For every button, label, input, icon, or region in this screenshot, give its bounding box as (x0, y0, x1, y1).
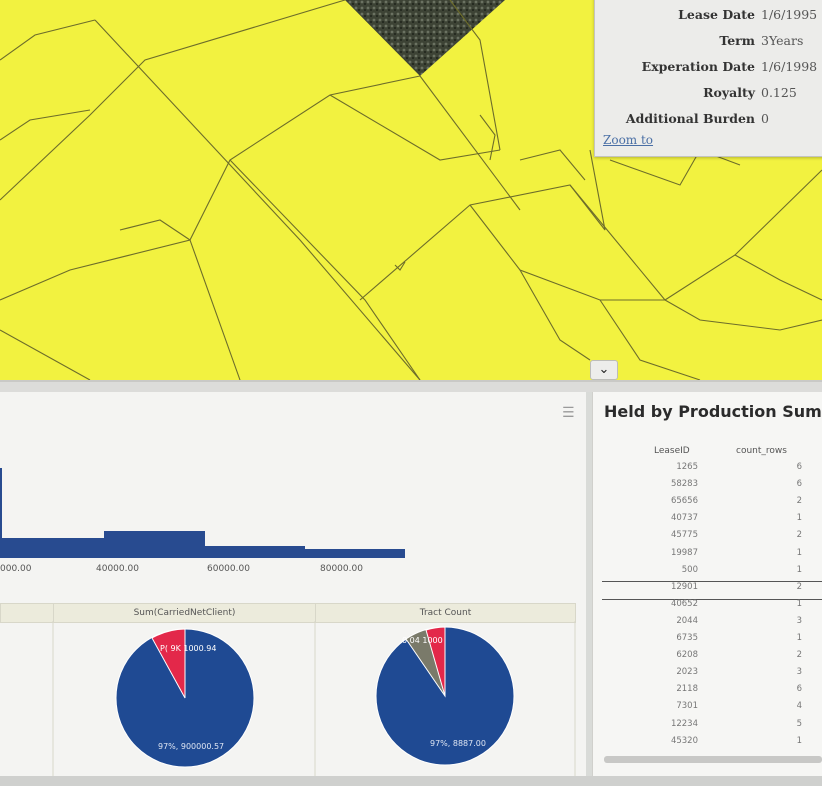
pie-charts: P( 9K 1000.94 97%, 900000.57 0.04 1000 9… (52, 621, 576, 776)
histogram-bar (104, 531, 205, 558)
x-tick-label: 80000.00 (320, 564, 363, 574)
pie-main-label: 97%, 8887.00 (430, 739, 486, 748)
status-strip (0, 776, 822, 786)
field-value: 0.125 (761, 84, 797, 100)
column-header-leaseid[interactable]: LeaseID (654, 446, 690, 456)
leaseid-cell[interactable]: 2118 (676, 684, 698, 695)
satellite-imagery-tile (345, 0, 505, 76)
count-rows-cell[interactable]: 1 (796, 598, 802, 609)
count-rows-cell[interactable]: 1 (796, 633, 802, 643)
leaseid-cell[interactable]: 6735 (676, 633, 698, 643)
count-rows-cell[interactable]: 1 (796, 513, 802, 524)
pie-slice-label: 0.04 1000 (402, 636, 443, 645)
selected-row-highlight (602, 581, 822, 600)
count-rows-cell[interactable]: 1 (796, 564, 802, 575)
count-rows-cell[interactable]: 3 (796, 667, 802, 678)
count-rows-cell[interactable]: 1 (796, 735, 802, 746)
field-label: Additional Burden (625, 110, 755, 126)
leaseid-cell[interactable]: 500 (681, 564, 698, 575)
count-rows-cell[interactable]: 2 (796, 530, 802, 541)
leaseid-cell[interactable]: 12234 (670, 718, 698, 729)
lease-info-popup: Lease Date 1/6/1995 Term 3Years Experation… (594, 0, 822, 157)
held-by-production-panel (592, 392, 822, 786)
leaseid-cell[interactable]: 45320 (670, 735, 698, 746)
pie-slice-label: P( 9K 1000.94 (160, 644, 216, 653)
field-label: Experation Date (641, 58, 755, 74)
zoom-to-link[interactable]: Zoom to (603, 133, 654, 147)
x-tick-label: 60000.00 (207, 564, 250, 574)
count-rows-cell[interactable]: 2 (796, 496, 802, 507)
pie-tract-count: 0.04 1000 97%, 8887.00 (375, 626, 515, 766)
leaseid-cell[interactable]: 7301 (676, 701, 698, 712)
histogram-bar (0, 468, 2, 558)
panel-splitter[interactable] (0, 380, 822, 392)
pie-header-blank (0, 603, 54, 623)
leaseid-cell[interactable]: 6208 (676, 650, 698, 661)
count-rows-cell[interactable]: 2 (796, 650, 802, 661)
field-label: Royalty (703, 84, 755, 100)
leaseid-cell[interactable]: 45775 (670, 530, 698, 541)
list-icon[interactable]: ☰ (562, 405, 575, 421)
popup-row: Experation Date 1/6/1998 (595, 53, 817, 79)
leaseid-cell[interactable]: 2044 (676, 615, 698, 626)
count-rows-cell[interactable]: 6 (796, 462, 802, 472)
column-header-count-rows[interactable]: count_rows (736, 446, 787, 456)
count-rows-cell[interactable]: 5 (796, 718, 802, 729)
map-view[interactable]: Lease Date 1/6/1995 Term 3Years Experation… (0, 0, 822, 384)
leaseid-cell[interactable]: 19987 (670, 547, 698, 558)
chevron-down-icon: ⌄ (598, 362, 610, 377)
field-label: Lease Date (678, 6, 755, 22)
field-value: 1/6/1998 (761, 58, 818, 74)
x-tick-label: 000.00 (0, 564, 32, 574)
leaseid-cell[interactable]: 1265 (676, 462, 698, 472)
popup-row: Term 3Years (595, 27, 817, 53)
x-tick-label: 40000.00 (96, 564, 139, 574)
count-rows-cell[interactable]: 6 (796, 684, 802, 695)
field-value: 3Years (761, 32, 804, 48)
panel-title: Held by Production Summ (604, 402, 822, 421)
count-rows-cell[interactable]: 4 (796, 701, 802, 712)
field-label: Term (719, 32, 755, 48)
histogram-bar (305, 549, 405, 558)
count-rows-cell[interactable]: 3 (796, 615, 802, 626)
pie-main-label: 97%, 900000.57 (158, 742, 224, 751)
lease-attributes-table: Lease Date 1/6/1995 Term 3Years Experation… (595, 1, 817, 131)
popup-row: Additional Burden 0 (595, 105, 817, 131)
parcel-boundaries (0, 0, 822, 381)
collapse-panel-button[interactable]: ⌄ (590, 360, 618, 380)
field-value: 1/6/1995 (761, 6, 818, 22)
popup-row: Lease Date 1/6/1995 (595, 1, 817, 27)
histogram-bar (0, 538, 104, 558)
leaseid-cell[interactable]: 40737 (670, 513, 698, 524)
pie-carried-net-client: P( 9K 1000.94 97%, 900000.57 (115, 628, 255, 768)
histogram-bar (205, 546, 305, 558)
leaseid-cell[interactable]: 2023 (676, 667, 698, 678)
pie-title: Tract Count (315, 603, 576, 623)
count-rows-cell[interactable]: 2 (796, 581, 802, 592)
field-value: 0 (761, 110, 769, 126)
leaseid-cell[interactable]: 12901 (670, 581, 698, 592)
popup-row: Royalty 0.125 (595, 79, 817, 105)
leaseid-cell[interactable]: 40652 (670, 598, 698, 609)
count-rows-cell[interactable]: 6 (796, 479, 802, 490)
leaseid-cell[interactable]: 65656 (670, 496, 698, 507)
count-rows-cell[interactable]: 1 (796, 547, 802, 558)
leaseid-cell[interactable]: 58283 (670, 479, 698, 490)
pie-title: Sum(CarriedNetClient) (53, 603, 316, 623)
horizontal-scrollbar[interactable] (604, 756, 822, 763)
